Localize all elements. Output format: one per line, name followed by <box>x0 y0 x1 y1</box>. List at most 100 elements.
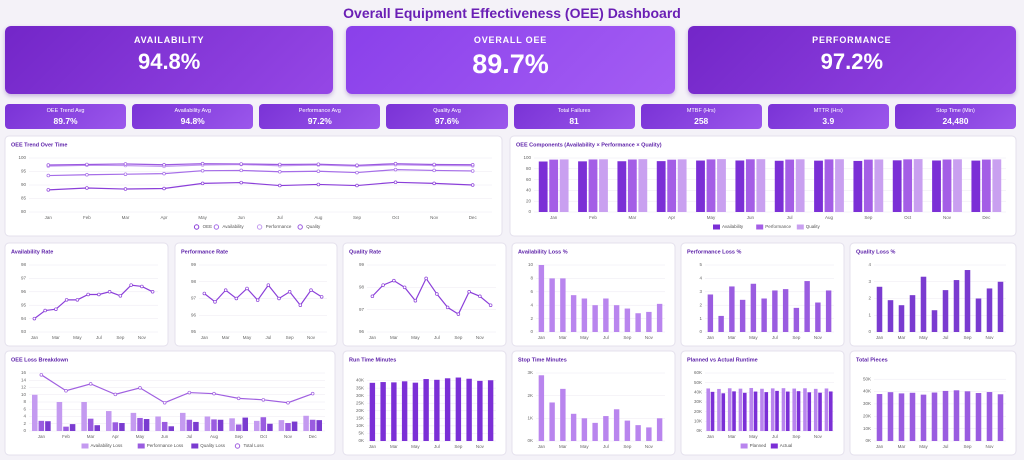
x-tick-label: Mar <box>559 444 567 449</box>
legend-label: Availability Loss <box>91 443 124 448</box>
x-tick-label: Nov <box>138 335 147 340</box>
point <box>202 291 207 296</box>
stat-card: MTBF (Hrs) 258 <box>640 104 762 129</box>
x-tick-label: Jan <box>707 335 715 340</box>
bar <box>739 299 746 332</box>
y-tick-label: 80 <box>526 166 532 171</box>
point <box>278 170 282 174</box>
y-tick-label: 95 <box>21 169 27 174</box>
point <box>43 308 47 313</box>
kpi-label: PERFORMANCE <box>812 35 892 45</box>
bar <box>656 161 666 212</box>
chart-title: Availability Loss % <box>518 249 568 255</box>
bar <box>727 388 732 431</box>
bar <box>635 425 641 441</box>
stat-value: 24,480 <box>942 116 969 126</box>
x-tick-label: Apr <box>668 215 676 220</box>
bar <box>309 419 316 431</box>
bar <box>887 392 894 441</box>
bar <box>764 392 769 431</box>
point <box>107 290 112 294</box>
x-tick-label: May <box>243 335 252 340</box>
x-tick-label: Mar <box>52 335 60 340</box>
bar <box>953 159 962 212</box>
bar <box>824 388 829 431</box>
bar <box>130 412 137 431</box>
x-tick-label: Jul <box>265 335 271 340</box>
bar <box>613 409 620 441</box>
bar <box>796 391 801 431</box>
x-tick-label: Nov <box>943 215 952 220</box>
y-tick-label: 0 <box>530 329 533 334</box>
x-tick-label: Dec <box>309 434 318 439</box>
point <box>64 389 68 393</box>
x-tick-label: May <box>411 444 420 449</box>
bar <box>155 416 161 431</box>
stat-card: MTTR (Hrs) 3.9 <box>767 104 889 129</box>
y-tick-label: 60K <box>694 370 702 375</box>
y-tick-label: 8 <box>23 399 26 404</box>
bar <box>717 159 726 212</box>
legend-swatch <box>193 224 200 230</box>
point <box>319 295 324 299</box>
bar <box>285 423 291 431</box>
kpi-value: 94.8% <box>137 49 201 74</box>
point <box>432 162 436 167</box>
bar <box>179 412 186 431</box>
y-tick-label: 93 <box>21 329 27 334</box>
point <box>316 162 321 166</box>
x-tick-label: Sep <box>286 335 295 340</box>
y-tick-label: 20 <box>526 198 532 203</box>
line <box>203 284 322 307</box>
bar <box>953 390 960 441</box>
bar <box>434 379 440 441</box>
x-tick-label: Nov <box>284 434 293 439</box>
y-tick-label: 95 <box>191 329 197 334</box>
y-tick-label: 100 <box>523 155 531 160</box>
point <box>402 285 407 290</box>
bar <box>920 276 927 332</box>
bar <box>735 160 745 212</box>
point <box>212 391 216 396</box>
bar <box>303 415 309 431</box>
legend-swatch <box>234 443 241 449</box>
chart-title: Stop Time Minutes <box>518 357 567 363</box>
bar <box>745 159 755 212</box>
chart-title: OEE Loss Breakdown <box>11 357 69 363</box>
point <box>413 298 418 303</box>
bar <box>903 159 913 212</box>
point <box>75 298 80 302</box>
x-tick-label: Mar <box>122 215 130 220</box>
stat-value: 258 <box>694 116 709 126</box>
y-tick-label: 0 <box>23 428 26 433</box>
x-tick-label: Jul <box>96 335 102 340</box>
point <box>432 181 436 186</box>
legend-swatch <box>796 224 804 230</box>
point <box>54 307 58 311</box>
point <box>162 171 166 176</box>
y-tick-label: 0K <box>696 428 702 433</box>
line <box>48 163 473 167</box>
y-tick-label: 98 <box>21 262 27 267</box>
bar <box>932 160 941 212</box>
point <box>355 183 359 188</box>
bar <box>898 305 905 332</box>
bar <box>710 391 715 431</box>
y-tick-label: 5 <box>699 262 702 267</box>
bar <box>627 159 637 212</box>
bar <box>253 420 260 431</box>
y-tick-label: 3 <box>699 289 702 294</box>
point <box>236 396 241 401</box>
bar <box>291 421 298 431</box>
bar <box>193 421 199 431</box>
bar <box>401 381 408 441</box>
y-tick-label: 12 <box>21 385 27 390</box>
x-tick-label: May <box>749 434 758 439</box>
point <box>187 390 192 395</box>
bar <box>137 417 143 431</box>
point <box>162 163 166 167</box>
x-tick-label: May <box>580 335 589 340</box>
bar <box>105 411 112 431</box>
bar <box>824 159 834 212</box>
chart-title: Quality Rate <box>349 249 381 255</box>
